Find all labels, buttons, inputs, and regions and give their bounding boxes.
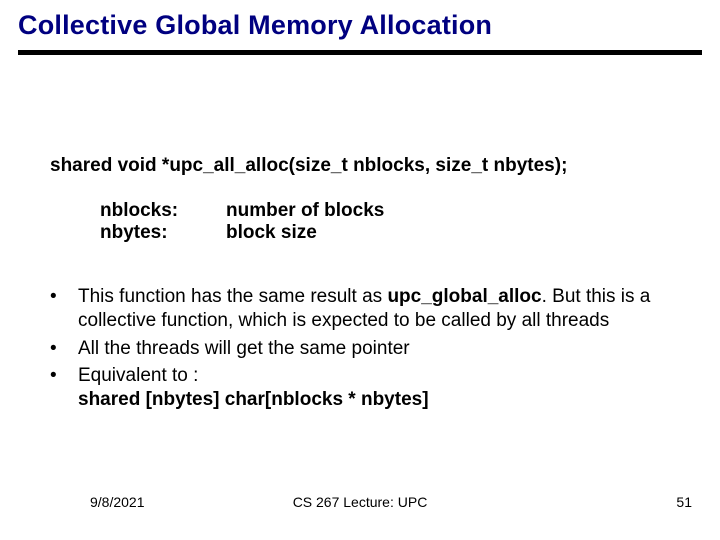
bullet-text: Equivalent to : shared [nbytes] char[nbl… xyxy=(78,364,680,412)
bold-text: upc_global_alloc xyxy=(387,286,541,307)
bullet-marker: • xyxy=(50,364,78,412)
bullet-marker: • xyxy=(50,337,78,361)
title-underline xyxy=(18,50,702,55)
bullet-item: • This function has the same result as u… xyxy=(50,285,680,333)
bold-text: shared [nbytes] char[nblocks * nbytes] xyxy=(78,389,429,410)
text-segment: Equivalent to : xyxy=(78,365,198,386)
slide: Collective Global Memory Allocation shar… xyxy=(0,0,720,540)
bullet-item: • All the threads will get the same poin… xyxy=(50,337,680,361)
slide-title: Collective Global Memory Allocation xyxy=(18,10,492,41)
param-name: nbytes: xyxy=(100,222,226,244)
param-row: nblocks: number of blocks xyxy=(100,200,384,222)
parameter-list: nblocks: number of blocks nbytes: block … xyxy=(100,200,384,244)
text-segment: This function has the same result as xyxy=(78,286,387,307)
bullet-list: • This function has the same result as u… xyxy=(50,285,680,416)
bullet-text: This function has the same result as upc… xyxy=(78,285,680,333)
bullet-text: All the threads will get the same pointe… xyxy=(78,337,680,361)
param-desc: number of blocks xyxy=(226,200,384,222)
bullet-item: • Equivalent to : shared [nbytes] char[n… xyxy=(50,364,680,412)
footer-page-number: 51 xyxy=(676,494,692,510)
function-signature: shared void *upc_all_alloc(size_t nblock… xyxy=(50,155,567,177)
param-name: nblocks: xyxy=(100,200,226,222)
footer-center: CS 267 Lecture: UPC xyxy=(0,494,720,510)
param-row: nbytes: block size xyxy=(100,222,384,244)
param-desc: block size xyxy=(226,222,317,244)
bullet-marker: • xyxy=(50,285,78,333)
